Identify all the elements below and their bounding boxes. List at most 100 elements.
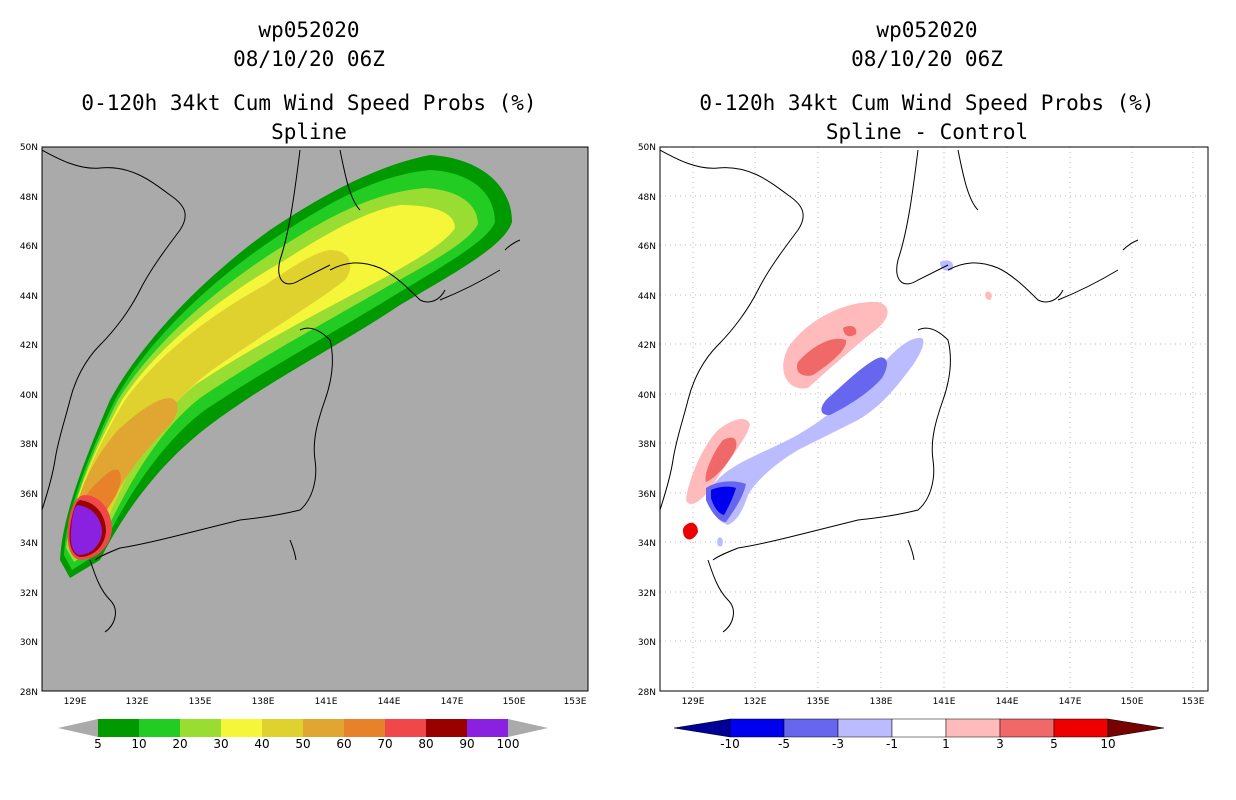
product-title: 0-120h 34kt Cum Wind Speed Probs (%) [699,91,1155,115]
lat-label: 50N [20,143,38,153]
lon-label: 135E [189,697,212,707]
colorbar-label: 5 [94,737,102,751]
difference-field [682,260,992,547]
lon-label: 132E [744,697,767,707]
map-background [660,147,1208,691]
lat-label: 40N [20,391,38,401]
diff-pos-3c [705,437,737,482]
colorbar: -10 -5 -3 -1 1 3 5 10 [673,718,1165,751]
diff-pos-3 [796,338,847,376]
diff-pos-3b [843,326,857,337]
storm-id-title: wp052020 [258,18,360,42]
lon-label: 141E [315,697,338,707]
lon-label: 150E [503,697,526,707]
colorbar-label: 5 [1050,737,1058,751]
panel-spline: wp052020 08/10/20 06Z 0-120h 34kt Cum Wi… [20,18,589,751]
datetime-title: 08/10/20 06Z [851,47,1003,71]
colorbar-label: 30 [213,737,228,751]
colorbar-label: 50 [295,737,310,751]
lat-label: 46N [638,242,656,252]
colorbar: 5 10 20 30 40 50 60 70 80 90 100 [58,719,548,751]
colorbar-arrow-low [673,718,731,738]
colorbar-swatch [891,718,947,738]
diff-pos-5 [682,522,698,540]
storm-id-title: wp052020 [876,18,978,42]
colorbar-label: -1 [886,737,898,751]
lon-label: 129E [682,697,705,707]
colorbar-swatch [139,719,180,737]
diff-neg-3 [821,357,887,416]
colorbar-label: 10 [131,737,146,751]
colorbar-arrow-high [508,719,548,737]
lon-label: 147E [1059,697,1082,707]
colorbar-swatch [303,719,344,737]
colorbar-swatch [262,719,303,737]
colorbar-swatch [344,719,385,737]
lat-label: 30N [638,638,656,648]
lat-label: 48N [638,193,656,203]
lat-label: 42N [638,341,656,351]
datetime-title: 08/10/20 06Z [233,47,385,71]
colorbar-swatch [999,718,1055,738]
colorbar-swatch [1053,718,1109,738]
probability-swath [42,149,521,633]
map-frame [659,146,1209,692]
diff-neg-1c [717,537,723,547]
lat-label: 36N [20,490,38,500]
probability-map: 50N 48N 46N 44N 42N 40N 38N 36N 34N 32N … [20,143,589,751]
colorbar-swatch [180,719,221,737]
colorbar-swatch [426,719,467,737]
colorbar-label: 1 [942,737,950,751]
colorbar-swatch [221,719,262,737]
colorbar-label: 100 [497,737,520,751]
lon-label: 138E [870,697,893,707]
lon-axis-labels: 129E 132E 135E 138E 141E 144E 147E 150E … [682,697,1205,707]
lat-label: 46N [20,242,38,252]
colorbar-label: 10 [1100,737,1115,751]
lat-label: 34N [638,539,656,549]
coastlines [660,149,1139,633]
lat-label: 34N [20,539,38,549]
grid-lines [660,147,1208,691]
lon-label: 132E [126,697,149,707]
colorbar-swatch [783,718,839,738]
colorbar-swatch [467,719,508,737]
lat-label: 42N [20,341,38,351]
panel-spline-minus-control: wp052020 08/10/20 06Z 0-120h 34kt Cum Wi… [618,0,1236,800]
colorbar-arrow-high [1107,718,1165,738]
lat-label: 44N [20,292,38,302]
colorbar-label: -10 [720,737,740,751]
lat-label: 40N [638,391,656,401]
colorbar-label: 90 [459,737,474,751]
product-title: 0-120h 34kt Cum Wind Speed Probs (%) [81,91,537,115]
diff-neg-5 [711,486,736,515]
lat-label: 28N [20,688,38,698]
colorbar-swatch [837,718,893,738]
colorbar-label: 20 [172,737,187,751]
lon-label: 141E [933,697,956,707]
colorbar-swatch [729,718,785,738]
lon-label: 135E [807,697,830,707]
lon-label: 147E [441,697,464,707]
colorbar-swatch [945,718,1001,738]
colorbar-label: 40 [254,737,269,751]
lon-label: 144E [996,697,1019,707]
lon-label: 153E [1182,697,1205,707]
coastlines [42,149,521,633]
diff-pos-1c [985,291,992,300]
lat-label: 38N [638,440,656,450]
lat-label: 44N [638,292,656,302]
colorbar-swatch [98,719,139,737]
lat-label: 38N [20,440,38,450]
colorbar-label: 3 [996,737,1004,751]
lon-axis-labels: 129E 132E 135E 138E 141E 144E 147E 150E … [64,697,587,707]
colorbar-label: 80 [418,737,433,751]
lat-axis-labels: 50N 48N 46N 44N 42N 40N 38N 36N 34N 32N … [20,143,38,698]
colorbar-label: -3 [832,737,844,751]
colorbar-label: 70 [377,737,392,751]
lon-label: 144E [378,697,401,707]
lat-label: 48N [20,193,38,203]
lat-label: 50N [638,143,656,153]
colorbar-label: 60 [336,737,351,751]
lat-label: 36N [638,490,656,500]
